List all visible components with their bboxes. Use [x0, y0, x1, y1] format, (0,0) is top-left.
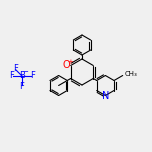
Text: O: O: [62, 60, 70, 70]
Text: N: N: [102, 91, 109, 101]
Text: F: F: [20, 82, 24, 91]
Text: B: B: [19, 71, 25, 81]
Text: −: −: [22, 69, 28, 75]
Text: +: +: [67, 59, 73, 64]
Text: F: F: [9, 71, 14, 81]
Text: F: F: [13, 64, 18, 73]
Text: F: F: [30, 71, 35, 81]
Text: CH₃: CH₃: [125, 71, 137, 78]
